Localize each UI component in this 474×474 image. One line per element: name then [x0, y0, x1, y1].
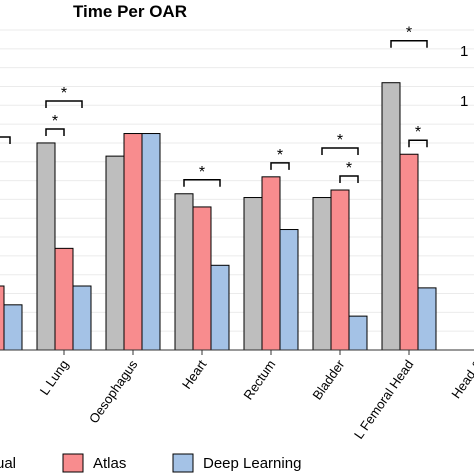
x-tick-label: Bladder [309, 357, 347, 403]
bar [192, 206, 212, 351]
bar [174, 193, 194, 351]
bars [0, 82, 437, 351]
x-tick-label: L Lung [37, 357, 72, 398]
significance-bracket-partial [0, 136, 11, 144]
bar [36, 142, 56, 351]
significance-star: * [52, 113, 58, 130]
x-tick-label: L Femoral Head [351, 357, 416, 442]
bar [417, 287, 437, 351]
bar [54, 247, 74, 351]
bar [279, 229, 299, 351]
significance-bracket [183, 179, 221, 187]
significance-star: * [61, 85, 67, 102]
significance-brackets: ****** ** [0, 25, 428, 187]
legend-swatch [62, 453, 84, 473]
bar [243, 197, 263, 351]
x-tick-label: Heart [179, 357, 210, 392]
bar [72, 285, 92, 351]
bar [141, 133, 161, 351]
bar-partial [3, 304, 23, 351]
bar [312, 197, 332, 351]
significance-star: * [415, 124, 421, 141]
significance-bracket [408, 139, 428, 148]
significance-star: * [337, 132, 343, 149]
bar [381, 82, 401, 351]
significance-bracket [339, 175, 359, 183]
significance-star: * [346, 160, 352, 177]
y-tick-label-partial: 1 [460, 93, 468, 110]
significance-bracket [390, 39, 428, 48]
significance-star: * [406, 25, 412, 42]
x-tick-label: Oesophagus [86, 357, 141, 426]
chart-title: Time Per OAR [73, 2, 187, 21]
bar-partial [0, 285, 5, 351]
x-tick-label: Rectum [240, 357, 278, 402]
legend-label: Atlas [93, 455, 126, 472]
legend-swatch [172, 453, 194, 473]
x-axis-ticks: L Lung Oesophagus Heart Rectum Bladder L Femo… [37, 350, 474, 442]
y-tick-label-partial: 1 [460, 43, 468, 60]
bar [348, 315, 368, 351]
significance-star: * [277, 147, 283, 164]
legend-label: Deep Learning [203, 455, 301, 472]
significance-bracket [270, 162, 290, 170]
x-tick-label-partial: Head & [448, 357, 474, 401]
bar [123, 133, 143, 351]
legend: ual Atlas Deep Learning [0, 453, 301, 473]
significance-bracket [45, 100, 83, 108]
legend-label: ual [0, 455, 16, 472]
bar [210, 264, 230, 351]
bar [261, 176, 281, 351]
bar [105, 155, 125, 351]
significance-bracket [321, 147, 359, 155]
bar [399, 153, 419, 351]
significance-star: * [199, 164, 205, 181]
bar [330, 189, 350, 351]
y-axis-ticks: 11 [460, 43, 468, 110]
significance-bracket [45, 128, 65, 136]
